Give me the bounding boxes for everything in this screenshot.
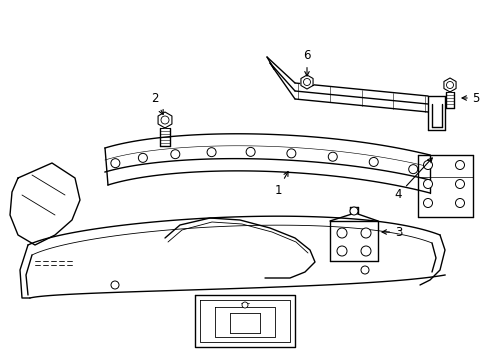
- Circle shape: [161, 116, 169, 124]
- Text: 6: 6: [303, 49, 310, 76]
- Circle shape: [245, 147, 255, 156]
- Circle shape: [170, 150, 180, 159]
- Circle shape: [286, 149, 295, 158]
- Polygon shape: [158, 112, 172, 128]
- Circle shape: [446, 81, 452, 89]
- Circle shape: [368, 157, 378, 166]
- Circle shape: [206, 148, 216, 157]
- Circle shape: [454, 198, 464, 207]
- Circle shape: [360, 228, 370, 238]
- Polygon shape: [300, 75, 312, 89]
- Text: 1: 1: [274, 171, 287, 197]
- Text: 4: 4: [393, 158, 431, 202]
- Circle shape: [349, 207, 357, 215]
- Polygon shape: [443, 78, 455, 92]
- Circle shape: [327, 152, 337, 161]
- Circle shape: [360, 266, 368, 274]
- Circle shape: [408, 165, 417, 174]
- Circle shape: [303, 78, 310, 85]
- Text: 3: 3: [381, 225, 402, 238]
- Circle shape: [454, 161, 464, 170]
- Circle shape: [138, 153, 147, 162]
- Circle shape: [336, 228, 346, 238]
- Circle shape: [111, 159, 120, 168]
- Circle shape: [360, 246, 370, 256]
- Circle shape: [242, 302, 247, 308]
- Circle shape: [423, 161, 431, 170]
- Circle shape: [423, 198, 431, 207]
- Circle shape: [336, 246, 346, 256]
- Circle shape: [111, 281, 119, 289]
- Circle shape: [454, 180, 464, 189]
- Circle shape: [423, 180, 431, 189]
- Text: 5: 5: [471, 91, 478, 104]
- Text: 2: 2: [151, 92, 163, 114]
